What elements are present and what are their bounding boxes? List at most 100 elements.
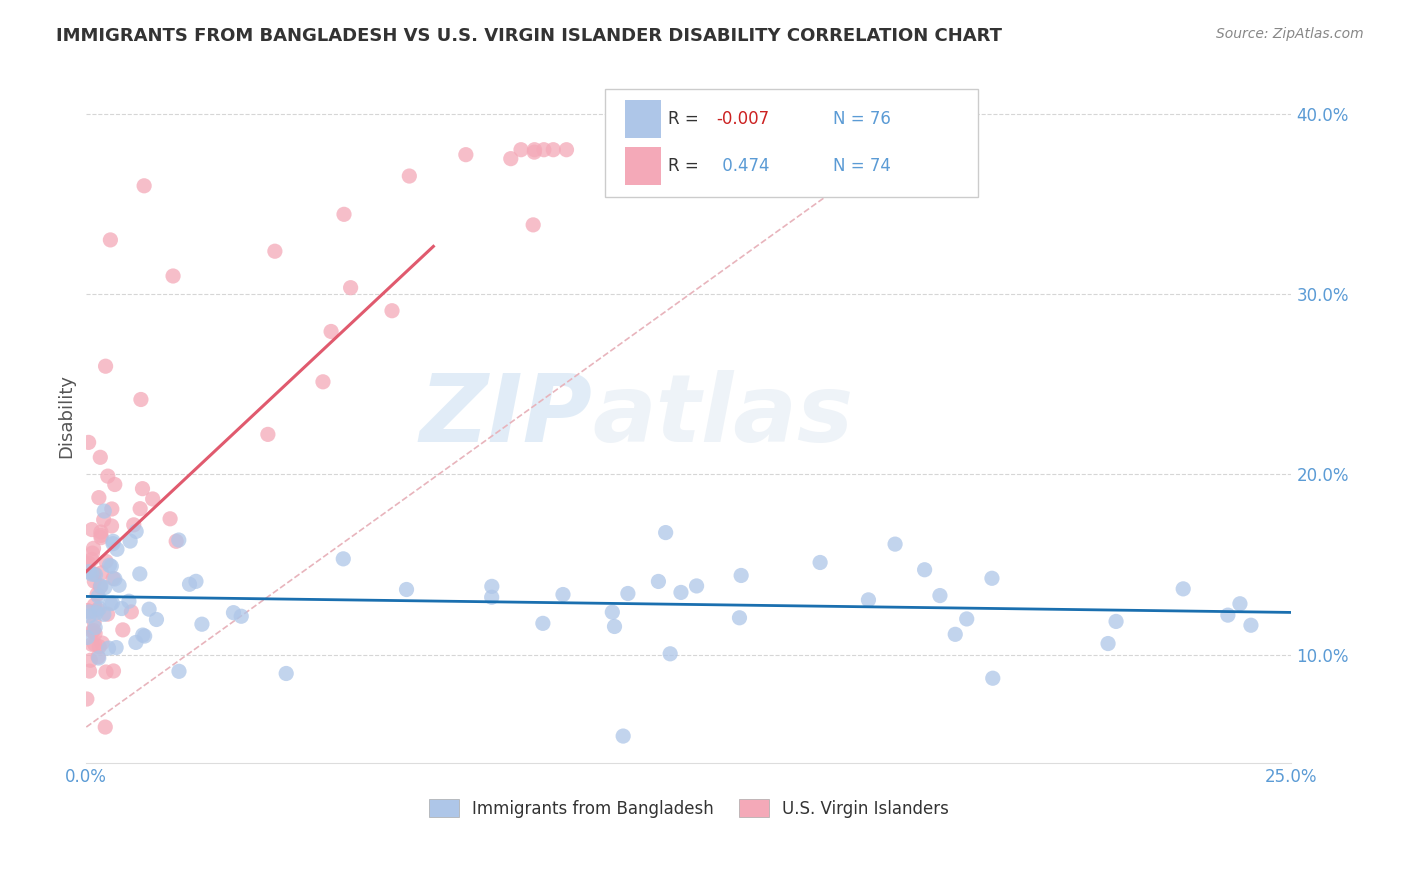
Point xyxy=(132,628,155,642)
Point xyxy=(134,629,156,643)
Point xyxy=(339,281,361,295)
Point xyxy=(84,567,107,582)
Point xyxy=(82,546,104,560)
Point xyxy=(333,207,356,221)
Point xyxy=(523,145,546,160)
Point xyxy=(264,244,287,259)
Point xyxy=(1240,618,1263,632)
Point xyxy=(481,591,503,605)
Point xyxy=(77,565,100,579)
Point xyxy=(603,619,626,633)
Point xyxy=(510,143,533,157)
Point xyxy=(87,602,110,616)
Text: -0.007: -0.007 xyxy=(717,111,769,128)
Point xyxy=(499,152,522,166)
Point xyxy=(89,640,111,654)
Point xyxy=(159,512,181,526)
Point xyxy=(222,606,245,620)
Text: atlas: atlas xyxy=(592,370,853,462)
Point xyxy=(1229,597,1251,611)
Point xyxy=(125,524,148,539)
Point xyxy=(83,574,105,589)
Point xyxy=(929,589,952,603)
Point xyxy=(83,615,105,629)
Text: R =: R = xyxy=(668,111,699,128)
Point xyxy=(76,692,98,706)
Point xyxy=(138,602,160,616)
Text: R =: R = xyxy=(668,157,699,175)
Point xyxy=(101,502,124,516)
Point xyxy=(90,579,112,593)
Point xyxy=(90,528,112,542)
Point xyxy=(105,640,128,655)
Point xyxy=(531,616,554,631)
Point xyxy=(94,665,117,679)
Point xyxy=(87,590,110,604)
Point xyxy=(90,531,112,545)
Text: 0.474: 0.474 xyxy=(717,157,769,175)
Point xyxy=(276,666,298,681)
Point xyxy=(1216,608,1239,623)
Point xyxy=(105,542,128,557)
Point xyxy=(80,523,103,537)
Point xyxy=(103,571,125,585)
Point xyxy=(145,612,167,626)
Point xyxy=(87,649,110,664)
Point xyxy=(89,580,111,594)
Point xyxy=(858,593,880,607)
Point xyxy=(454,147,477,161)
Bar xyxy=(626,100,661,138)
Point xyxy=(1097,636,1119,650)
Text: Source: ZipAtlas.com: Source: ZipAtlas.com xyxy=(1216,27,1364,41)
Point xyxy=(231,609,253,624)
Point xyxy=(125,635,148,649)
Point xyxy=(602,605,624,619)
Point xyxy=(111,623,134,637)
Point xyxy=(87,491,110,505)
Point xyxy=(543,143,565,157)
Point xyxy=(647,574,669,589)
Point xyxy=(93,504,115,518)
Point xyxy=(94,359,117,374)
Point xyxy=(94,720,117,734)
Point xyxy=(83,599,105,613)
Point xyxy=(108,578,131,592)
Point xyxy=(79,653,101,667)
Point xyxy=(97,469,120,483)
Point xyxy=(612,729,634,743)
Text: N = 76: N = 76 xyxy=(834,111,891,128)
Point xyxy=(685,579,707,593)
Point xyxy=(659,647,682,661)
Point xyxy=(104,477,127,491)
Point xyxy=(128,566,150,581)
Point xyxy=(730,568,752,582)
Point xyxy=(685,143,707,157)
Point xyxy=(179,577,201,591)
Point xyxy=(104,572,127,586)
Point xyxy=(118,594,141,608)
Point xyxy=(77,556,100,570)
Point xyxy=(77,435,100,450)
Y-axis label: Disability: Disability xyxy=(58,374,75,458)
Point xyxy=(86,587,108,601)
Point xyxy=(76,558,98,572)
Point xyxy=(319,325,342,339)
Point xyxy=(1105,615,1128,629)
Point xyxy=(84,626,107,640)
Point xyxy=(1173,582,1195,596)
Point xyxy=(165,534,187,549)
Point xyxy=(522,218,544,232)
Point xyxy=(83,566,105,581)
Point xyxy=(90,566,112,580)
Point xyxy=(79,664,101,678)
Point xyxy=(91,636,114,650)
Point xyxy=(131,482,153,496)
Point xyxy=(94,581,117,595)
Point xyxy=(83,637,105,651)
Text: ZIP: ZIP xyxy=(419,370,592,462)
Point xyxy=(555,143,578,157)
Point xyxy=(76,603,98,617)
Point xyxy=(398,169,420,183)
Point xyxy=(100,597,122,611)
Legend: Immigrants from Bangladesh, U.S. Virgin Islanders: Immigrants from Bangladesh, U.S. Virgin … xyxy=(422,793,956,824)
